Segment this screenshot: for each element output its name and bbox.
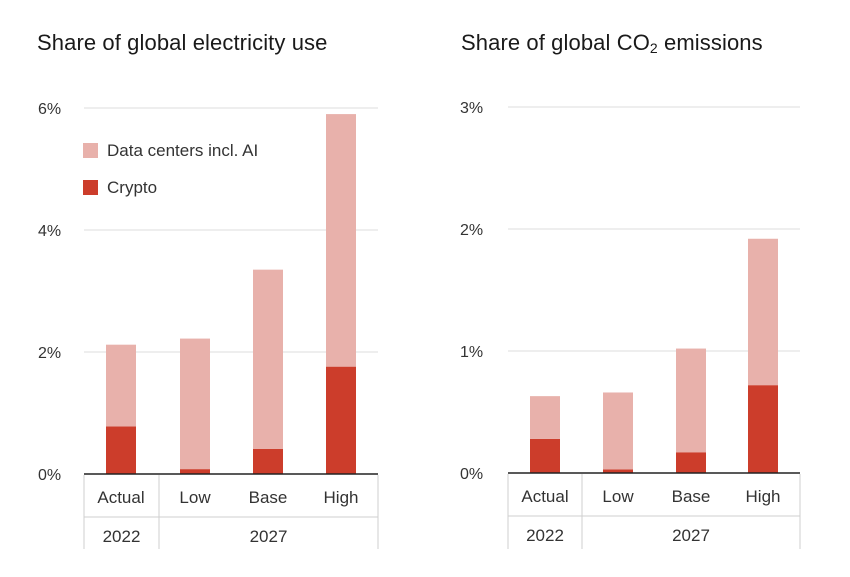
bar-data-centers-incl-ai bbox=[326, 114, 356, 367]
x-tick-label: High bbox=[324, 488, 359, 507]
bar-crypto bbox=[180, 469, 210, 474]
charts-svg: 0% 2% 4% 6% Actual Low Base High 2022 2027 Data ce… bbox=[0, 0, 850, 577]
y-tick-label: 0% bbox=[38, 467, 61, 484]
x-tick-label: Base bbox=[249, 488, 288, 507]
legend-swatch bbox=[83, 180, 98, 195]
y-tick-label: 2% bbox=[38, 345, 61, 362]
x-tick-label: Actual bbox=[97, 488, 144, 507]
x-tick-label: Actual bbox=[521, 487, 568, 506]
bar-data-centers-incl-ai bbox=[530, 396, 560, 439]
y-tick-label: 2% bbox=[460, 222, 483, 239]
legend-label: Crypto bbox=[107, 178, 157, 197]
bar-crypto bbox=[676, 452, 706, 473]
bar-crypto bbox=[530, 439, 560, 473]
bar-crypto bbox=[326, 367, 356, 474]
group-label: 2027 bbox=[250, 527, 288, 546]
bar-data-centers-incl-ai bbox=[603, 392, 633, 469]
y-tick-label: 6% bbox=[38, 101, 61, 118]
bar-data-centers-incl-ai bbox=[676, 349, 706, 453]
legend-swatch bbox=[83, 143, 98, 158]
x-tick-label: Low bbox=[179, 488, 211, 507]
bar-crypto bbox=[253, 449, 283, 474]
bar-data-centers-incl-ai bbox=[180, 339, 210, 470]
bar-crypto bbox=[106, 426, 136, 474]
bar-data-centers-incl-ai bbox=[253, 270, 283, 449]
x-tick-label: Low bbox=[602, 487, 634, 506]
x-tick-label: High bbox=[746, 487, 781, 506]
y-tick-label: 1% bbox=[460, 344, 483, 361]
group-label: 2022 bbox=[526, 526, 564, 545]
bar-data-centers-incl-ai bbox=[106, 345, 136, 427]
y-tick-label: 3% bbox=[460, 100, 483, 117]
bar-crypto bbox=[748, 385, 778, 473]
bar-data-centers-incl-ai bbox=[748, 239, 778, 385]
legend-label: Data centers incl. AI bbox=[107, 141, 258, 160]
y-tick-label: 0% bbox=[460, 466, 483, 483]
x-tick-label: Base bbox=[672, 487, 711, 506]
y-tick-label: 4% bbox=[38, 223, 61, 240]
group-label: 2022 bbox=[103, 527, 141, 546]
group-label: 2027 bbox=[672, 526, 710, 545]
